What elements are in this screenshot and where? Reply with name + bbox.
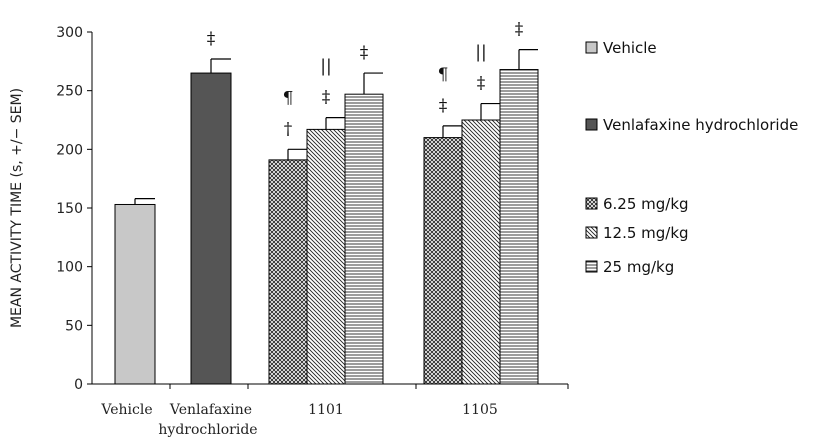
- bar: [461, 119, 501, 385]
- legend: Vehicle Venlafaxine hydrochloride 6.25 mg/…: [585, 39, 798, 276]
- bar: [344, 93, 384, 385]
- y-tick-label: 100: [56, 260, 83, 276]
- significance-mark: ¶: [283, 88, 294, 108]
- axes: 0 50 100 150 200 250 300 Vehicle Venlafaxine hydr…: [56, 25, 569, 438]
- significance-mark: ¶: [438, 65, 449, 85]
- legend-label: Venlafaxine hydrochloride: [603, 116, 798, 134]
- significance-mark: †: [284, 119, 293, 139]
- x-category-label: Venlafaxine: [169, 402, 252, 418]
- legend-label: 25 mg/kg: [603, 258, 674, 276]
- legend-swatch: [585, 41, 598, 54]
- significance-mark: ‡: [515, 20, 524, 40]
- legend-swatch: [585, 197, 598, 210]
- x-category-label: hydrochloride: [158, 422, 257, 438]
- legend-swatch: [585, 118, 598, 131]
- y-tick-label: 150: [56, 201, 83, 217]
- legend-label: 6.25 mg/kg: [603, 195, 689, 213]
- bar: [306, 128, 346, 385]
- significance-mark: ‡: [439, 96, 448, 116]
- significance-mark: ||: [475, 43, 486, 63]
- bar: [268, 159, 308, 385]
- bar: [190, 72, 232, 385]
- x-category-label: Vehicle: [100, 402, 152, 418]
- legend-label: Vehicle: [603, 39, 657, 57]
- y-tick-label: 250: [56, 84, 83, 100]
- y-axis-title: MEAN ACTIVITY TIME (s, +/− SEM): [9, 88, 25, 328]
- significance-mark: ‡: [477, 74, 486, 94]
- legend-swatch: [585, 260, 598, 273]
- significance-mark: ‡: [360, 43, 369, 63]
- legend-swatch: [585, 226, 598, 239]
- significance-mark: ‡: [322, 88, 331, 108]
- significance-mark: ||: [320, 57, 331, 77]
- bar: [423, 137, 463, 385]
- y-tick-label: 50: [65, 318, 83, 334]
- legend-label: 12.5 mg/kg: [603, 224, 689, 242]
- x-category-label: 1101: [308, 402, 344, 418]
- x-category-label: 1105: [462, 402, 498, 418]
- y-tick-label: 0: [74, 377, 83, 393]
- y-tick-label: 200: [56, 142, 83, 158]
- y-tick-label: 300: [56, 25, 83, 41]
- significance-mark: ‡: [207, 29, 216, 49]
- bar: [499, 69, 539, 385]
- bars-group: ‡ † ¶ ‡ || ‡ ‡ ¶ ‡ || ‡: [114, 20, 539, 385]
- bar: [114, 203, 156, 385]
